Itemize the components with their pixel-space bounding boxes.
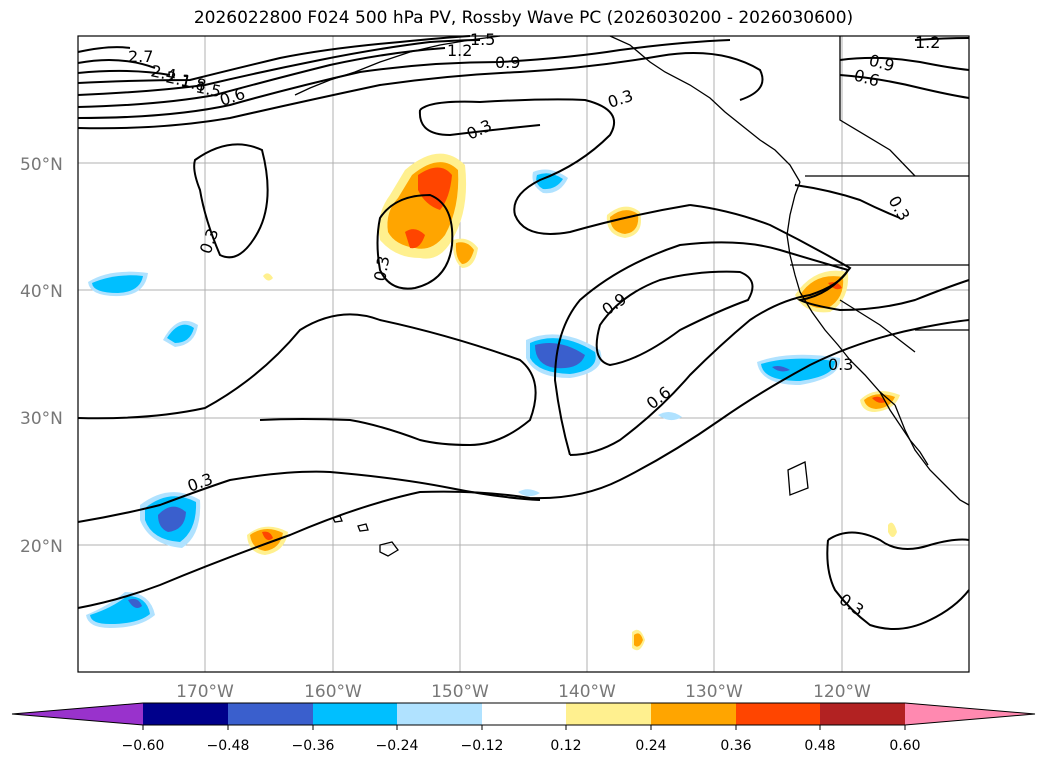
hawaii-1 bbox=[379, 541, 399, 557]
baja-peninsula bbox=[879, 391, 929, 466]
colorbar-tick-label: 0.48 bbox=[804, 738, 835, 754]
colorbar-tick-label: −0.12 bbox=[461, 738, 504, 754]
contour-label-1.5-n: 1.5 bbox=[470, 30, 495, 49]
latitude-labels: 50°N 40°N 30°N 20°N bbox=[20, 155, 63, 557]
colorbar-extend-high bbox=[905, 703, 1035, 725]
contour-label-1.8: 1.8 bbox=[179, 71, 208, 95]
lon-label-120w: 120°W bbox=[813, 682, 871, 702]
lat-label-40n: 40°N bbox=[20, 282, 63, 302]
contour-0.6-east bbox=[839, 74, 970, 99]
contour-0.9 bbox=[77, 39, 731, 119]
pv-contours bbox=[77, 35, 970, 630]
colorbar-tick-label: −0.48 bbox=[207, 738, 250, 754]
contour-0.3-ca bbox=[689, 204, 970, 312]
contour-1.2 bbox=[77, 47, 446, 108]
state-border-2 bbox=[839, 36, 916, 177]
lat-label-30n: 30°N bbox=[20, 409, 63, 429]
map-title: 2026022800 F024 500 hPa PV, Rossby Wave … bbox=[193, 8, 854, 28]
hawaii-2 bbox=[357, 523, 369, 532]
colorbar-extend-low bbox=[12, 703, 143, 725]
contour-0.3-west-loop bbox=[193, 143, 269, 259]
contour-0.6 bbox=[77, 52, 764, 130]
lon-label-130w: 130°W bbox=[685, 682, 743, 702]
contour-2.7 bbox=[77, 46, 131, 53]
guadalupe bbox=[787, 461, 809, 496]
contour-1.2-east bbox=[914, 37, 970, 41]
contour-0.6-wave bbox=[77, 313, 537, 447]
contour-0.3-sw bbox=[827, 531, 970, 550]
state-border-3 bbox=[839, 299, 916, 353]
contour-label-0.3-f: 0.3 bbox=[828, 355, 853, 374]
colorbar-bin-6 bbox=[566, 703, 651, 725]
contour-label-1.5: 1.5 bbox=[194, 77, 223, 101]
lon-label-150w: 150°W bbox=[431, 682, 489, 702]
colorbar: −0.60 −0.48 −0.36 −0.24 −0.12 0.12 0.24 … bbox=[11, 702, 1036, 754]
lon-label-170w: 170°W bbox=[176, 682, 234, 702]
contour-1.8 bbox=[77, 35, 471, 84]
contour-label-0.3-d: 0.3 bbox=[370, 254, 393, 282]
lat-label-20n: 20°N bbox=[20, 537, 63, 557]
longitude-labels: 170°W 160°W 150°W 140°W 130°W 120°W bbox=[176, 682, 871, 702]
colorbar-bin-2 bbox=[228, 703, 313, 725]
alaska-coast bbox=[294, 35, 501, 96]
colorbar-tick-label: 0.12 bbox=[550, 738, 581, 754]
contour-2.1 bbox=[77, 69, 171, 76]
colorbar-tick-label: −0.24 bbox=[376, 738, 419, 754]
colorbar-bin-5 bbox=[482, 703, 566, 725]
contour-0.3-north bbox=[419, 98, 691, 235]
coastlines bbox=[294, 35, 970, 557]
contour-label-1.2: 1.2 bbox=[447, 41, 472, 60]
colorbar-bin-8 bbox=[736, 703, 820, 725]
colorbar-bin-9 bbox=[820, 703, 905, 725]
contour-0.3-sub bbox=[77, 470, 541, 523]
colorbar-tick-label: 0.36 bbox=[720, 738, 751, 754]
colorbar-bin-7 bbox=[651, 703, 736, 725]
colorbar-tick-label: −0.36 bbox=[292, 738, 335, 754]
colorbar-bin-3 bbox=[313, 703, 397, 725]
contour-0.3-east-loop bbox=[794, 184, 901, 219]
contour-label-2.7: 2.7 bbox=[128, 47, 153, 66]
contour-1.5 bbox=[77, 39, 481, 96]
colorbar-bin-4 bbox=[397, 703, 482, 725]
colorbar-tick-label: 0.24 bbox=[635, 738, 666, 754]
contour-0.3-nw bbox=[418, 109, 541, 137]
contour-0.3-central-loop bbox=[376, 193, 454, 290]
contour-0.3-se bbox=[826, 539, 970, 630]
contour-label-1.2-e: 1.2 bbox=[915, 33, 940, 52]
lat-label-50n: 50°N bbox=[20, 155, 63, 175]
lon-label-160w: 160°W bbox=[304, 682, 362, 702]
contour-label-0.9: 0.9 bbox=[495, 53, 520, 72]
contour-2.4 bbox=[77, 59, 156, 69]
contour-0.9-east bbox=[839, 56, 970, 71]
contour-label-2.1: 2.1 bbox=[164, 67, 193, 91]
lon-label-140w: 140°W bbox=[558, 682, 616, 702]
colorbar-tick-label: 0.60 bbox=[889, 738, 920, 754]
colorbar-bin-1 bbox=[143, 703, 228, 725]
colorbar-ticks bbox=[142, 725, 906, 730]
contour-label-2.4: 2.4 bbox=[149, 61, 178, 85]
contour-0.6-wave2 bbox=[553, 241, 850, 456]
colorbar-tick-label: −0.60 bbox=[122, 738, 165, 754]
contour-0.3-south bbox=[77, 319, 970, 609]
baja-coast bbox=[894, 404, 970, 506]
contour-0.9-loop bbox=[595, 270, 754, 367]
map-panel bbox=[77, 35, 970, 673]
